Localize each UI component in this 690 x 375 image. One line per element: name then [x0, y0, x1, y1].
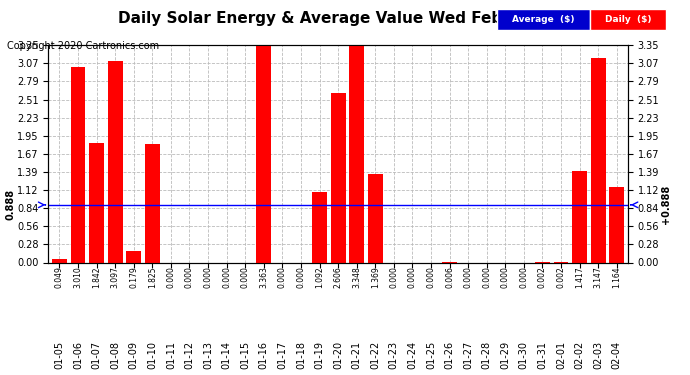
Text: 01-18: 01-18: [296, 341, 306, 369]
Text: 02-03: 02-03: [593, 341, 603, 369]
Text: 01-27: 01-27: [463, 341, 473, 369]
Text: 0.000: 0.000: [408, 266, 417, 288]
Text: 01-28: 01-28: [482, 341, 492, 369]
Text: 0.000: 0.000: [520, 266, 529, 288]
Text: 01-17: 01-17: [277, 341, 287, 369]
Bar: [591, 58, 606, 262]
Text: 01-05: 01-05: [55, 341, 64, 369]
Text: 02-01: 02-01: [556, 341, 566, 369]
Text: 01-09: 01-09: [129, 341, 139, 369]
Text: 3.147: 3.147: [593, 266, 602, 288]
Text: 01-26: 01-26: [444, 341, 455, 369]
Text: 01-24: 01-24: [407, 341, 417, 369]
Text: 01-07: 01-07: [92, 341, 101, 369]
Text: 01-06: 01-06: [73, 341, 83, 369]
Bar: [70, 67, 86, 262]
Text: 3.097: 3.097: [110, 266, 119, 288]
Text: 01-22: 01-22: [371, 341, 380, 369]
Text: 2.606: 2.606: [333, 266, 343, 288]
Text: 0.006: 0.006: [445, 266, 454, 288]
Text: 0.000: 0.000: [426, 266, 435, 288]
Text: 3.363: 3.363: [259, 266, 268, 288]
Text: 0.888: 0.888: [6, 189, 15, 220]
Text: 1.417: 1.417: [575, 266, 584, 288]
Text: 0.000: 0.000: [185, 266, 194, 288]
Text: 01-20: 01-20: [333, 341, 343, 369]
Text: 01-23: 01-23: [389, 341, 399, 369]
Text: Copyright 2020 Cartronics.com: Copyright 2020 Cartronics.com: [7, 41, 159, 51]
Text: 01-11: 01-11: [166, 341, 176, 369]
Text: 01-12: 01-12: [184, 341, 195, 369]
Bar: [331, 93, 346, 262]
Bar: [609, 187, 624, 262]
Text: 0.000: 0.000: [389, 266, 398, 288]
Text: 01-29: 01-29: [500, 341, 511, 369]
Text: 01-14: 01-14: [221, 341, 232, 369]
Text: Daily Solar Energy & Average Value Wed Feb 5 17:07: Daily Solar Energy & Average Value Wed F…: [118, 11, 572, 26]
Text: 01-13: 01-13: [203, 341, 213, 369]
Text: 3.010: 3.010: [74, 266, 83, 288]
Text: 01-16: 01-16: [259, 341, 269, 369]
Text: 0.000: 0.000: [464, 266, 473, 288]
Bar: [572, 171, 587, 262]
Text: 0.000: 0.000: [482, 266, 491, 288]
Text: 0.000: 0.000: [166, 266, 175, 288]
Text: 1.092: 1.092: [315, 266, 324, 288]
Bar: [312, 192, 327, 262]
Text: 01-15: 01-15: [240, 341, 250, 369]
Bar: [52, 260, 67, 262]
Text: 0.000: 0.000: [278, 266, 287, 288]
Text: 0.000: 0.000: [204, 266, 213, 288]
Bar: [368, 174, 383, 262]
Text: +0.888: +0.888: [661, 185, 671, 225]
Text: 02-04: 02-04: [612, 341, 622, 369]
Text: 1.842: 1.842: [92, 266, 101, 288]
Text: 01-25: 01-25: [426, 341, 436, 369]
Text: 0.000: 0.000: [241, 266, 250, 288]
Bar: [89, 143, 104, 262]
Text: 01-21: 01-21: [352, 341, 362, 369]
Text: 01-30: 01-30: [519, 341, 529, 369]
Bar: [349, 45, 364, 262]
Text: 0.049: 0.049: [55, 266, 64, 288]
Bar: [108, 62, 123, 262]
Text: 0.000: 0.000: [297, 266, 306, 288]
Text: 1.164: 1.164: [612, 266, 621, 288]
Text: Average  ($): Average ($): [512, 15, 574, 24]
Bar: [126, 251, 141, 262]
Text: 02-02: 02-02: [575, 341, 584, 369]
Text: 01-19: 01-19: [315, 341, 324, 369]
Bar: [145, 144, 160, 262]
Text: 0.002: 0.002: [538, 266, 547, 288]
Text: 0.000: 0.000: [222, 266, 231, 288]
Text: 3.348: 3.348: [352, 266, 361, 288]
Bar: [257, 44, 271, 262]
Text: 0.002: 0.002: [557, 266, 566, 288]
Text: 01-31: 01-31: [538, 341, 547, 369]
Text: 01-10: 01-10: [148, 341, 157, 369]
Text: Daily  ($): Daily ($): [604, 15, 651, 24]
Text: 1.369: 1.369: [371, 266, 380, 288]
Text: 0.179: 0.179: [129, 266, 138, 288]
Text: 1.825: 1.825: [148, 266, 157, 288]
Text: 01-08: 01-08: [110, 341, 120, 369]
Text: 0.000: 0.000: [501, 266, 510, 288]
